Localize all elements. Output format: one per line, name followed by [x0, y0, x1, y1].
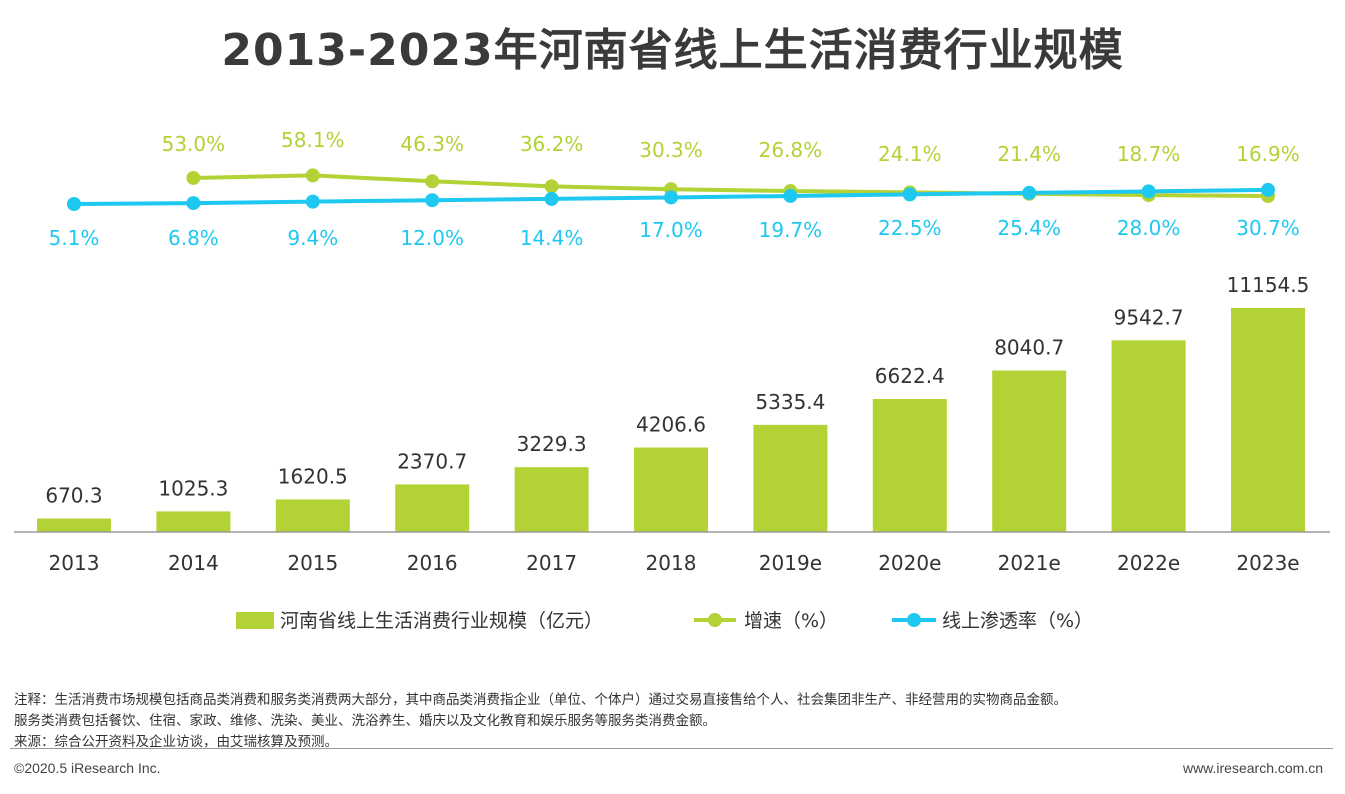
chart-area: 670.3 1025.3 1620.5 2370.7 3229.3 4206.6 5335.…	[14, 128, 1330, 632]
bar	[872, 399, 947, 532]
penetration-data-label: 6.8%	[168, 226, 219, 250]
penetration-data-label: 14.4%	[520, 226, 584, 250]
bar-data-labels: 670.3 1025.3 1620.5 2370.7 3229.3 4206.6 5335.…	[45, 273, 1309, 508]
bar-data-label: 2370.7	[397, 449, 467, 473]
bar	[634, 447, 708, 532]
copyright: ©2020.5 iResearch Inc.	[14, 760, 161, 776]
bar-data-label: 6622.4	[875, 364, 945, 388]
growth-data-label: 30.3%	[639, 138, 703, 162]
bar	[156, 511, 231, 532]
growth-point	[425, 174, 440, 189]
growth-data-label: 36.2%	[520, 132, 584, 156]
x-tick-label: 2018	[646, 551, 697, 575]
growth-point	[186, 170, 201, 185]
penetration-data-label: 28.0%	[1117, 216, 1181, 240]
bar-data-label: 4206.6	[636, 413, 706, 437]
x-tick-label: 2019e	[759, 551, 822, 575]
bar	[37, 518, 111, 532]
bar-data-label: 1025.3	[158, 476, 228, 500]
growth-data-label: 24.1%	[878, 142, 942, 166]
bar-data-label: 11154.5	[1227, 273, 1310, 297]
bar-data-label: 1620.5	[278, 464, 348, 488]
bar-data-label: 9542.7	[1114, 305, 1184, 329]
x-tick-label: 2017	[526, 551, 577, 575]
note-line-2: 服务类消费包括餐饮、住宿、家政、维修、洗染、美业、洗浴养生、婚庆以及文化教育和娱…	[14, 713, 716, 729]
bar	[395, 484, 470, 532]
penetration-point	[902, 187, 917, 202]
x-tick-label: 2020e	[878, 551, 941, 575]
growth-point	[544, 179, 559, 194]
penetration-point	[544, 191, 559, 206]
growth-data-label: 16.9%	[1236, 142, 1300, 166]
x-tick-label: 2022e	[1117, 551, 1180, 575]
penetration-data-label: 25.4%	[997, 216, 1061, 240]
penetration-point	[1022, 185, 1037, 200]
bar	[1231, 308, 1305, 532]
penetration-point	[67, 197, 81, 211]
x-tick-label: 2023e	[1236, 551, 1299, 575]
x-tick-label: 2021e	[998, 551, 1061, 575]
note-line-1: 注释：生活消费市场规模包括商品类消费和服务类消费两大部分，其中商品类消费指企业（…	[14, 692, 1067, 708]
growth-data-label: 53.0%	[162, 132, 226, 156]
website: www.iresearch.com.cn	[1182, 760, 1323, 776]
growth-data-label: 18.7%	[1117, 142, 1181, 166]
chart-title: 2013-2023年河南省线上生活消费行业规模	[221, 25, 1124, 76]
penetration-data-label: 19.7%	[759, 218, 823, 242]
penetration-data-label: 9.4%	[287, 226, 338, 250]
growth-point	[305, 168, 320, 183]
growth-data-label: 46.3%	[400, 132, 464, 156]
growth-series: 53.0% 58.1% 46.3% 36.2% 30.3% 26.8% 24.1% 21.4%…	[162, 128, 1300, 203]
growth-data-label: 21.4%	[997, 142, 1061, 166]
x-tick-label: 2014	[168, 551, 219, 575]
growth-data-label: 26.8%	[759, 138, 823, 162]
penetration-point	[425, 193, 440, 208]
legend-bar-label: 河南省线上生活消费行业规模（亿元）	[280, 610, 603, 632]
penetration-point	[186, 196, 201, 211]
penetration-data-label: 17.0%	[639, 218, 703, 242]
penetration-point	[305, 194, 320, 209]
bar	[1111, 340, 1186, 532]
penetration-data-label: 5.1%	[49, 226, 100, 250]
legend-growth-label: 增速（%）	[744, 610, 838, 632]
bar-series	[37, 308, 1305, 532]
bar-data-label: 8040.7	[994, 336, 1064, 360]
legend-growth-marker	[708, 613, 722, 627]
penetration-data-label: 12.0%	[400, 226, 464, 250]
bar-data-label: 5335.4	[755, 390, 825, 414]
bar	[275, 499, 350, 532]
legend-penetration-marker	[907, 613, 921, 627]
legend-penetration-label: 线上渗透率（%）	[942, 610, 1093, 632]
penetration-point	[783, 188, 798, 203]
footer-divider	[10, 748, 1333, 749]
legend-bar-swatch	[236, 612, 274, 629]
legend: 河南省线上生活消费行业规模（亿元） 增速（%） 线上渗透率（%）	[236, 610, 1093, 632]
x-tick-label: 2013	[49, 551, 100, 575]
penetration-point	[664, 190, 678, 205]
penetration-point	[1261, 182, 1275, 197]
penetration-series: 5.1% 6.8% 9.4% 12.0% 14.4% 17.0% 19.7% 22.5% 25.…	[49, 182, 1300, 250]
x-tick-label: 2015	[287, 551, 338, 575]
growth-line	[193, 173, 1269, 198]
bar	[992, 370, 1067, 532]
penetration-point	[1141, 184, 1156, 199]
penetration-data-label: 22.5%	[878, 216, 942, 240]
bar-data-label: 3229.3	[517, 432, 587, 456]
source-line: 来源：综合公开资料及企业访谈，由艾瑞核算及预测。	[14, 734, 338, 750]
bar	[753, 424, 828, 532]
x-tick-labels: 2013 2014 2015 2016 2017 2018 2019e 2020e 2021e 2…	[49, 551, 1300, 575]
growth-data-label: 58.1%	[281, 128, 345, 152]
x-tick-label: 2016	[407, 551, 458, 575]
penetration-data-label: 30.7%	[1236, 216, 1300, 240]
bar-data-label: 670.3	[45, 484, 102, 508]
bar	[514, 467, 589, 532]
